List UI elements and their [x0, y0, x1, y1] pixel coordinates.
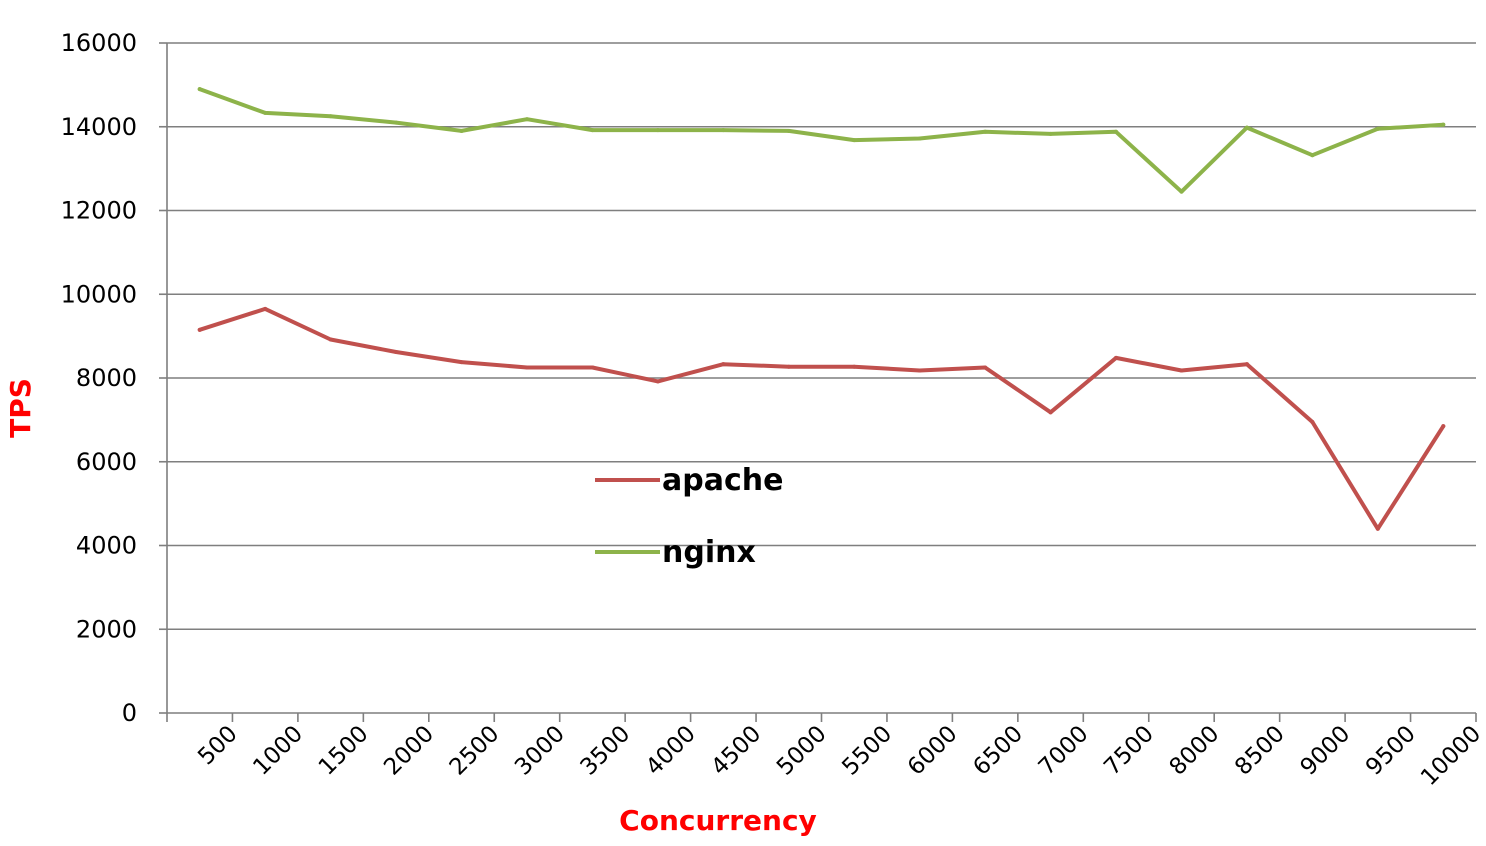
x-tick-label-3000: 3000 — [510, 721, 570, 781]
y-tick-label-12000: 12000 — [61, 197, 137, 225]
data-point-nginx-9000 — [1310, 153, 1315, 158]
data-point-nginx-3500 — [590, 128, 595, 133]
data-point-nginx-7000 — [1048, 131, 1053, 136]
y-tick-label-10000: 10000 — [61, 280, 137, 308]
x-tick-label-10000: 10000 — [1416, 721, 1486, 791]
y-tick-label-16000: 16000 — [61, 29, 137, 57]
data-point-nginx-8500 — [1244, 125, 1249, 130]
legend-label-nginx: nginx — [662, 535, 756, 570]
legend-label-apache: apache — [662, 463, 783, 498]
data-point-nginx-2500 — [459, 128, 464, 133]
data-point-apache-1500 — [328, 337, 333, 342]
data-point-apache-8500 — [1244, 362, 1249, 367]
data-point-nginx-4500 — [721, 128, 726, 133]
data-point-apache-9500 — [1375, 526, 1380, 531]
data-point-nginx-5000 — [786, 128, 791, 133]
data-point-apache-3500 — [590, 365, 595, 370]
data-point-nginx-4000 — [655, 128, 660, 133]
x-tick-label-2500: 2500 — [445, 721, 505, 781]
y-tick-label-0: 0 — [122, 699, 137, 727]
data-point-apache-4000 — [655, 379, 660, 384]
series-line-apache — [197, 306, 1446, 531]
data-point-apache-8000 — [1179, 368, 1184, 373]
data-point-nginx-3000 — [524, 117, 529, 122]
data-point-apache-6500 — [983, 365, 988, 370]
y-tick-label-6000: 6000 — [76, 448, 137, 476]
gridlines — [167, 42, 1476, 631]
data-point-apache-2000 — [394, 350, 399, 355]
data-point-nginx-10000 — [1441, 122, 1446, 127]
x-tick-label-5000: 5000 — [772, 721, 832, 781]
x-tick-labels: 500 1000 1500 2000 2500 3000 3500 4000 4500 5000 5… — [193, 721, 1486, 791]
data-point-nginx-8000 — [1179, 189, 1184, 194]
data-point-apache-1000 — [263, 306, 268, 311]
series-line-nginx — [197, 87, 1446, 194]
data-point-apache-7500 — [1114, 355, 1119, 360]
data-point-apache-5000 — [786, 364, 791, 369]
x-tick-label-4000: 4000 — [641, 721, 701, 781]
x-tick-label-7000: 7000 — [1034, 721, 1094, 781]
y-axis-title: TPS — [4, 378, 37, 438]
x-tick-label-2000: 2000 — [379, 721, 439, 781]
data-point-apache-7000 — [1048, 410, 1053, 415]
x-axis-title: Concurrency — [619, 804, 817, 837]
x-tick-label-1500: 1500 — [314, 721, 374, 781]
x-tick-label-6500: 6500 — [968, 721, 1028, 781]
data-point-nginx-6000 — [917, 136, 922, 141]
data-point-nginx-500 — [197, 87, 202, 92]
data-point-nginx-5500 — [852, 138, 857, 143]
x-tick-label-5500: 5500 — [837, 721, 897, 781]
data-point-apache-500 — [197, 327, 202, 332]
data-point-apache-9000 — [1310, 419, 1315, 424]
y-tick-label-14000: 14000 — [61, 113, 137, 141]
y-tick-label-4000: 4000 — [76, 532, 137, 560]
x-tick-label-8500: 8500 — [1230, 721, 1290, 781]
y-tick-label-8000: 8000 — [76, 364, 137, 392]
data-point-nginx-1500 — [328, 114, 333, 119]
legend: apache nginx — [595, 463, 783, 570]
axes — [159, 42, 1477, 722]
data-point-nginx-6500 — [983, 129, 988, 134]
y-tick-label-2000: 2000 — [76, 615, 137, 643]
data-point-nginx-2000 — [394, 120, 399, 125]
x-tick-label-9000: 9000 — [1296, 721, 1356, 781]
x-tick-label-7500: 7500 — [1099, 721, 1159, 781]
x-tick-label-9500: 9500 — [1361, 721, 1421, 781]
x-tick-label-6000: 6000 — [903, 721, 963, 781]
data-point-nginx-1000 — [263, 110, 268, 115]
data-point-apache-10000 — [1441, 424, 1446, 429]
x-tick-label-500: 500 — [193, 721, 242, 770]
data-point-nginx-9500 — [1375, 126, 1380, 131]
x-tick-label-8000: 8000 — [1165, 721, 1225, 781]
data-point-apache-5500 — [852, 364, 857, 369]
data-point-apache-2500 — [459, 360, 464, 365]
series-lines — [197, 87, 1446, 531]
data-point-apache-6000 — [917, 368, 922, 373]
x-tick-label-1000: 1000 — [248, 721, 308, 781]
x-tick-label-3500: 3500 — [576, 721, 636, 781]
data-point-apache-3000 — [524, 365, 529, 370]
x-tick-label-4500: 4500 — [707, 721, 767, 781]
y-tick-labels: 0 2000 4000 6000 8000 10000 12000 14000 16000 — [61, 29, 137, 727]
data-point-apache-4500 — [721, 362, 726, 367]
data-point-nginx-7500 — [1114, 129, 1119, 134]
